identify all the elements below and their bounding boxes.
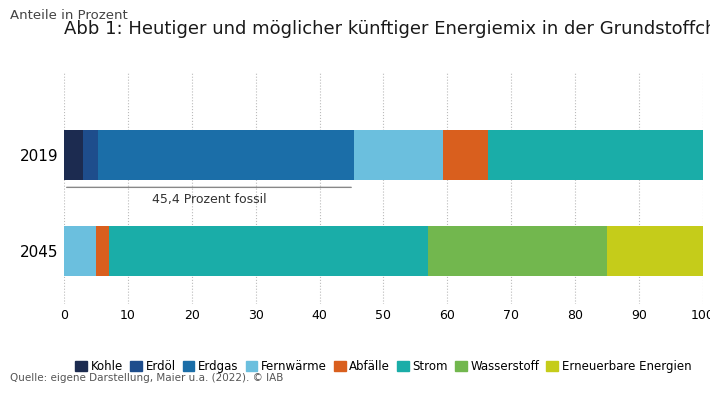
Bar (64, 130, 83, 180)
Bar (64, 226, 96, 276)
Text: Abb 1: Heutiger und möglicher künftiger Energiemix in der Grundstoffchemie: Abb 1: Heutiger und möglicher künftiger … (64, 20, 710, 38)
Text: Anteile in Prozent: Anteile in Prozent (9, 9, 127, 22)
Text: 45,4 Prozent fossil: 45,4 Prozent fossil (152, 193, 266, 206)
Bar (607, 226, 703, 276)
Bar (488, 130, 703, 180)
Bar (444, 130, 488, 180)
Bar (109, 226, 428, 276)
Text: Quelle: eigene Darstellung, Maier u.a. (2022). © IAB: Quelle: eigene Darstellung, Maier u.a. (… (9, 373, 283, 383)
Bar (99, 130, 354, 180)
Bar (428, 226, 607, 276)
Bar (354, 130, 444, 180)
Bar (96, 226, 109, 276)
Bar (83, 130, 99, 180)
Legend: Kohle, Erdöl, Erdgas, Fernwärme, Abfälle, Strom, Wasserstoff, Erneuerbare Energi: Kohle, Erdöl, Erdgas, Fernwärme, Abfälle… (75, 360, 692, 373)
